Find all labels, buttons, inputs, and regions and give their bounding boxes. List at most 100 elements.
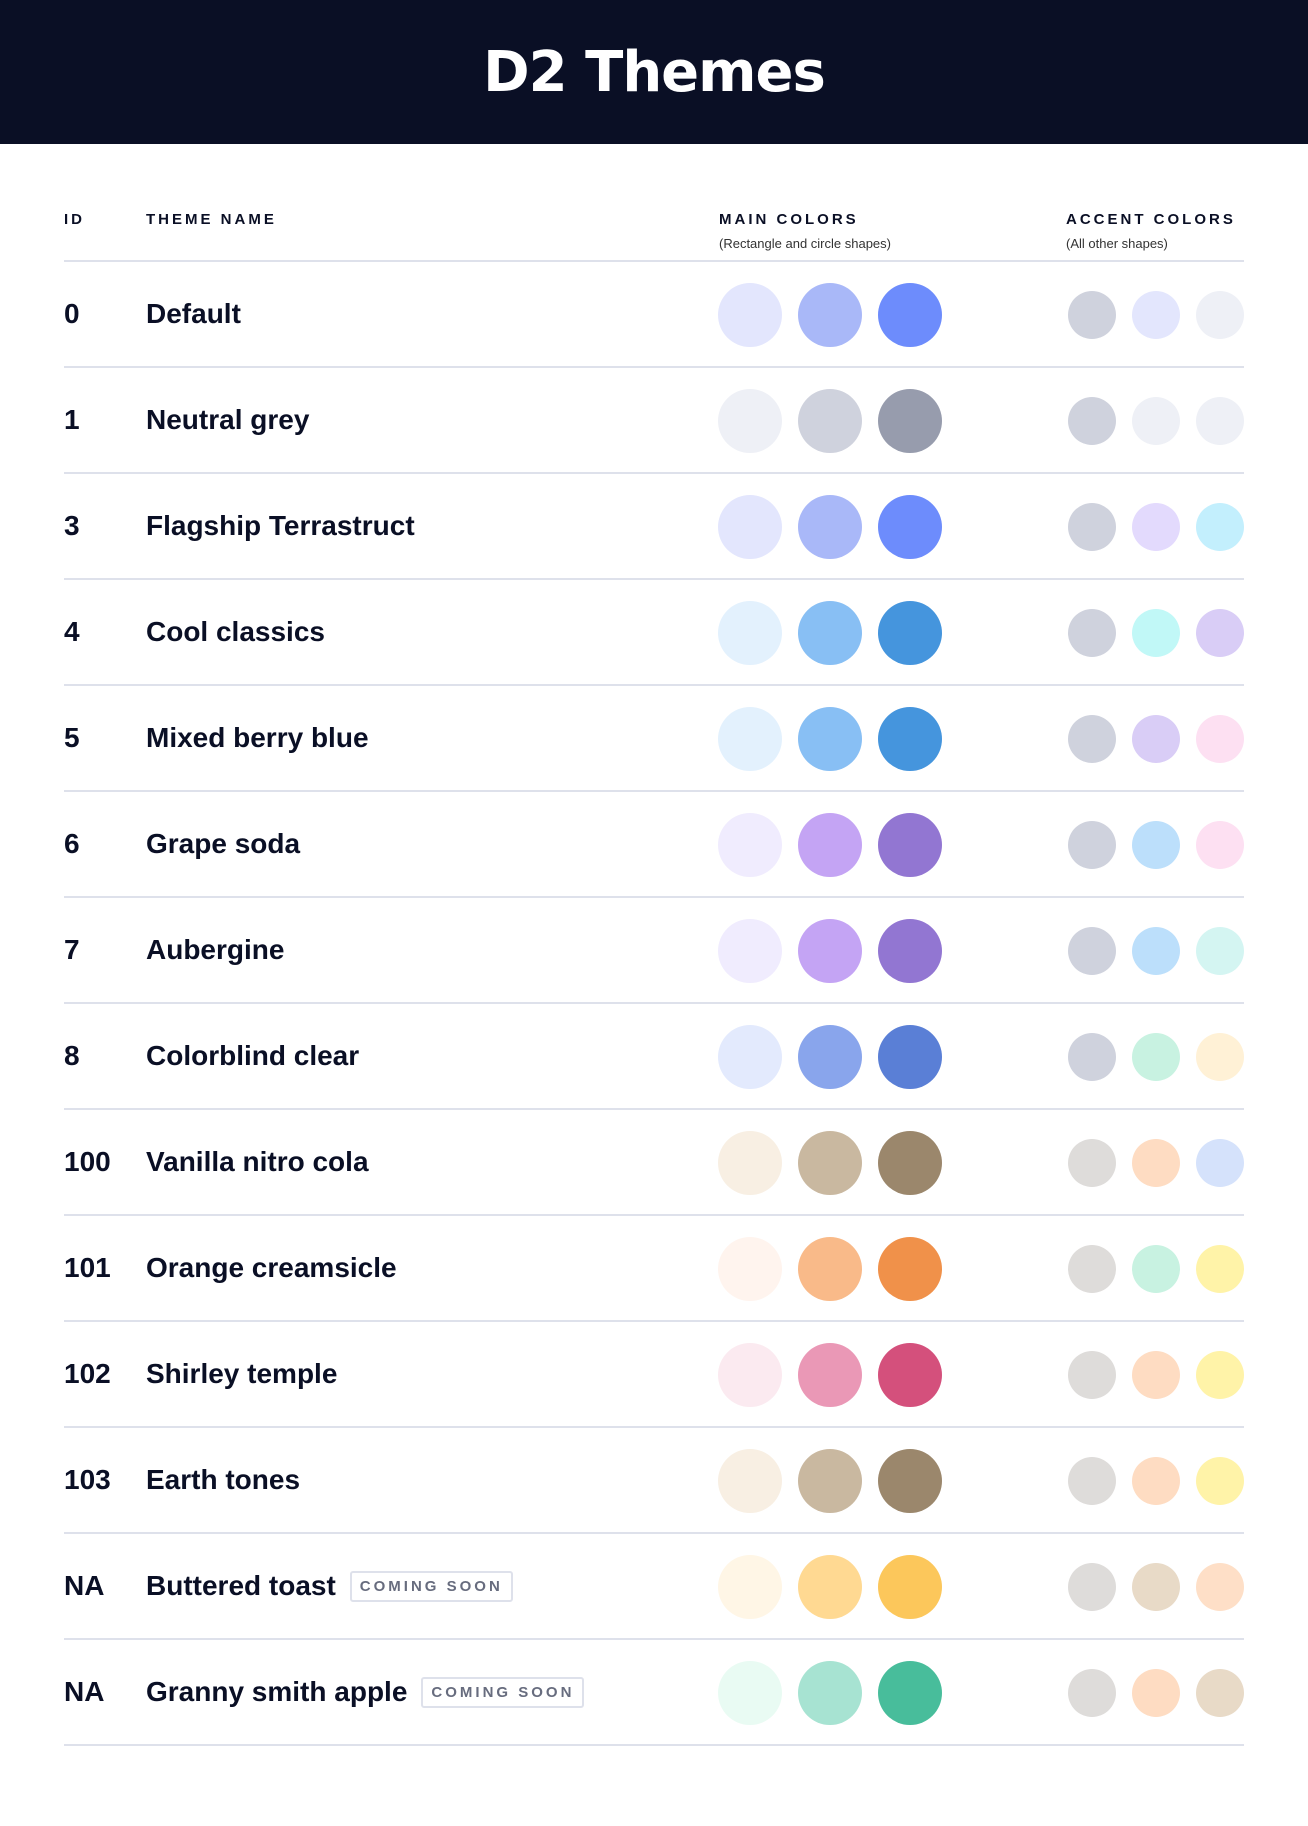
row-divider	[64, 1214, 1244, 1216]
row-divider	[64, 1744, 1244, 1746]
accent-color-swatch	[1068, 1033, 1116, 1081]
accent-color-swatch	[1068, 1351, 1116, 1399]
theme-row: NA Buttered toast COMING SOON	[0, 1534, 1308, 1640]
main-color-swatch	[718, 1237, 782, 1301]
theme-id: 4	[64, 616, 80, 647]
theme-id: 103	[64, 1464, 111, 1495]
accent-color-swatch	[1068, 609, 1116, 657]
accent-color-swatch	[1196, 503, 1244, 551]
accent-color-swatch	[1132, 397, 1180, 445]
row-divider	[64, 1532, 1244, 1534]
accent-color-swatch	[1132, 1457, 1180, 1505]
main-color-swatch	[878, 1555, 942, 1619]
main-color-swatch	[878, 495, 942, 559]
main-color-swatch	[798, 919, 862, 983]
column-header-accent-colors: ACCENT COLORS	[1066, 211, 1236, 228]
accent-color-swatch	[1196, 1351, 1244, 1399]
theme-id: 7	[64, 934, 80, 965]
accent-color-swatch	[1132, 821, 1180, 869]
main-color-swatch	[798, 283, 862, 347]
row-divider	[64, 1108, 1244, 1110]
row-divider	[64, 1638, 1244, 1640]
theme-name-cell: Neutral grey	[146, 404, 309, 436]
theme-id: NA	[64, 1676, 105, 1707]
page-header: D2 Themes	[0, 0, 1308, 144]
theme-row: NA Granny smith apple COMING SOON	[0, 1640, 1308, 1746]
accent-color-swatch	[1068, 821, 1116, 869]
page-title: D2 Themes	[483, 39, 826, 105]
accent-color-swatch	[1132, 291, 1180, 339]
accent-color-swatch	[1196, 715, 1244, 763]
accent-color-swatch	[1068, 1669, 1116, 1717]
theme-id: 5	[64, 722, 80, 753]
main-color-swatch	[878, 1661, 942, 1725]
theme-id: NA	[64, 1570, 105, 1601]
theme-name-cell: Earth tones	[146, 1464, 300, 1496]
accent-color-swatch	[1196, 1139, 1244, 1187]
main-color-swatch	[718, 1449, 782, 1513]
theme-name-cell: Granny smith apple COMING SOON	[146, 1676, 585, 1708]
theme-name-cell: Cool classics	[146, 616, 325, 648]
theme-name: Grape soda	[146, 828, 301, 859]
main-color-swatch	[718, 1343, 782, 1407]
theme-row: 102 Shirley temple	[0, 1322, 1308, 1428]
theme-name: Neutral grey	[146, 404, 310, 435]
column-header-id: ID	[64, 211, 85, 228]
accent-color-swatch	[1132, 1563, 1180, 1611]
theme-name-cell: Flagship Terrastruct	[146, 510, 415, 542]
main-color-swatch	[718, 601, 782, 665]
main-color-swatch	[798, 389, 862, 453]
accent-color-swatch	[1068, 503, 1116, 551]
accent-color-swatch	[1196, 1457, 1244, 1505]
theme-id: 3	[64, 510, 80, 541]
accent-color-swatch	[1132, 1033, 1180, 1081]
main-color-swatch	[718, 1555, 782, 1619]
theme-name-cell: Orange creamsicle	[146, 1252, 397, 1284]
theme-row: 5 Mixed berry blue	[0, 686, 1308, 792]
accent-color-swatch	[1196, 609, 1244, 657]
main-color-swatch	[718, 283, 782, 347]
theme-name-cell: Vanilla nitro cola	[146, 1146, 369, 1178]
theme-name: Colorblind clear	[146, 1040, 360, 1071]
theme-name-cell: Grape soda	[146, 828, 300, 860]
main-color-swatch	[718, 707, 782, 771]
row-divider	[64, 1320, 1244, 1322]
main-color-swatch	[798, 1343, 862, 1407]
main-color-swatch	[878, 1131, 942, 1195]
accent-color-swatch	[1068, 1245, 1116, 1293]
theme-name: Mixed berry blue	[146, 722, 369, 753]
accent-color-swatch	[1068, 1139, 1116, 1187]
theme-row: 7 Aubergine	[0, 898, 1308, 1004]
theme-row: 101 Orange creamsicle	[0, 1216, 1308, 1322]
main-color-swatch	[718, 1025, 782, 1089]
main-color-swatch	[798, 1661, 862, 1725]
accent-colors-subtitle: (All other shapes)	[1066, 236, 1168, 251]
theme-row: 3 Flagship Terrastruct	[0, 474, 1308, 580]
coming-soon-badge: COMING SOON	[421, 1676, 585, 1708]
row-divider	[64, 790, 1244, 792]
row-divider	[64, 578, 1244, 580]
theme-name: Orange creamsicle	[146, 1252, 397, 1283]
accent-color-swatch	[1132, 609, 1180, 657]
accent-color-swatch	[1068, 927, 1116, 975]
main-color-swatch	[878, 707, 942, 771]
accent-color-swatch	[1132, 927, 1180, 975]
main-color-swatch	[798, 707, 862, 771]
theme-row: 103 Earth tones	[0, 1428, 1308, 1534]
main-color-swatch	[878, 1343, 942, 1407]
accent-color-swatch	[1068, 1563, 1116, 1611]
row-divider	[64, 684, 1244, 686]
theme-id: 8	[64, 1040, 80, 1071]
main-color-swatch	[798, 813, 862, 877]
theme-name-cell: Colorblind clear	[146, 1040, 359, 1072]
accent-color-swatch	[1196, 1669, 1244, 1717]
accent-color-swatch	[1132, 715, 1180, 763]
row-divider	[64, 1426, 1244, 1428]
header-divider	[64, 260, 1244, 262]
row-divider	[64, 896, 1244, 898]
main-color-swatch	[718, 813, 782, 877]
main-color-swatch	[718, 495, 782, 559]
theme-name: Buttered toast	[146, 1570, 336, 1601]
accent-color-swatch	[1132, 503, 1180, 551]
theme-row: 100 Vanilla nitro cola	[0, 1110, 1308, 1216]
